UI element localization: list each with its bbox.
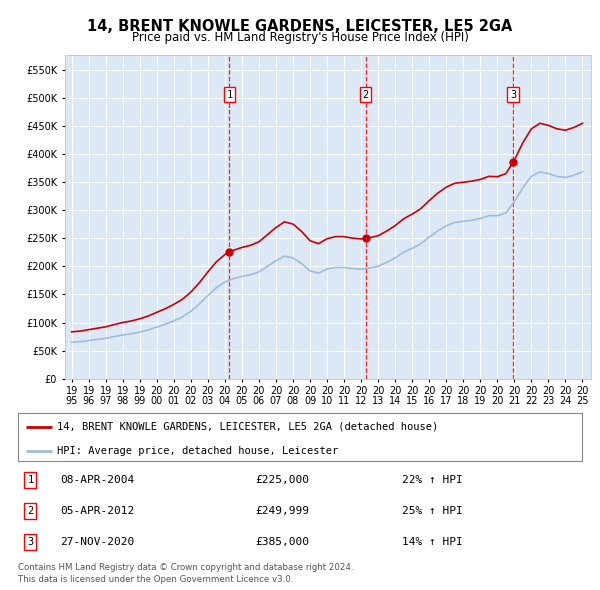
- Text: £385,000: £385,000: [255, 537, 309, 547]
- Text: £249,999: £249,999: [255, 506, 309, 516]
- Text: Contains HM Land Registry data © Crown copyright and database right 2024.: Contains HM Land Registry data © Crown c…: [18, 563, 353, 572]
- Text: £225,000: £225,000: [255, 475, 309, 485]
- Text: 3: 3: [27, 537, 34, 547]
- Text: 05-APR-2012: 05-APR-2012: [60, 506, 134, 516]
- Text: 2: 2: [27, 506, 34, 516]
- Text: 3: 3: [510, 90, 516, 100]
- Text: Price paid vs. HM Land Registry's House Price Index (HPI): Price paid vs. HM Land Registry's House …: [131, 31, 469, 44]
- Text: 1: 1: [226, 90, 233, 100]
- Text: 2: 2: [362, 90, 369, 100]
- Text: 27-NOV-2020: 27-NOV-2020: [60, 537, 134, 547]
- Text: 14% ↑ HPI: 14% ↑ HPI: [401, 537, 462, 547]
- Text: 25% ↑ HPI: 25% ↑ HPI: [401, 506, 462, 516]
- Text: HPI: Average price, detached house, Leicester: HPI: Average price, detached house, Leic…: [58, 445, 339, 455]
- Text: 14, BRENT KNOWLE GARDENS, LEICESTER, LE5 2GA: 14, BRENT KNOWLE GARDENS, LEICESTER, LE5…: [88, 19, 512, 34]
- Text: 14, BRENT KNOWLE GARDENS, LEICESTER, LE5 2GA (detached house): 14, BRENT KNOWLE GARDENS, LEICESTER, LE5…: [58, 421, 439, 431]
- Text: 08-APR-2004: 08-APR-2004: [60, 475, 134, 485]
- Text: 1: 1: [27, 475, 34, 485]
- Text: This data is licensed under the Open Government Licence v3.0.: This data is licensed under the Open Gov…: [18, 575, 293, 584]
- Text: 22% ↑ HPI: 22% ↑ HPI: [401, 475, 462, 485]
